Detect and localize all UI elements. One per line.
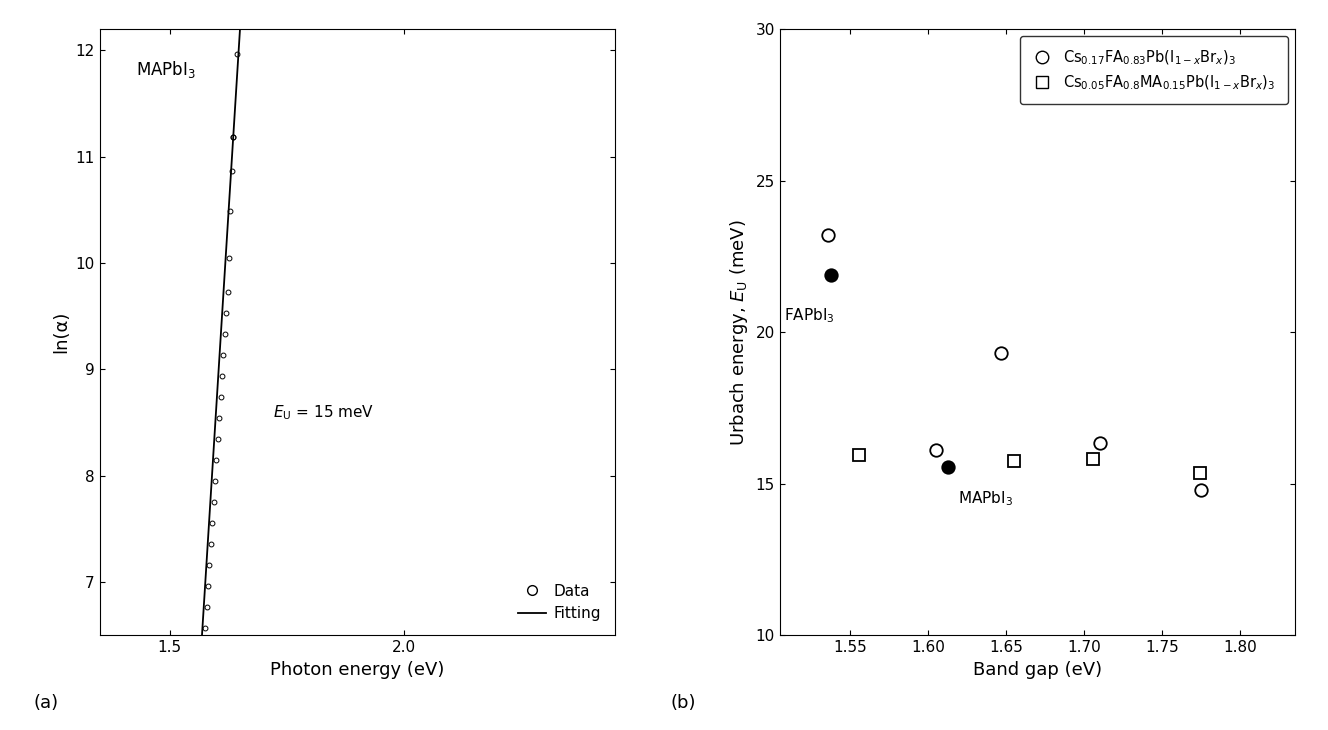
Y-axis label: ln(α): ln(α) bbox=[52, 311, 70, 353]
Y-axis label: Urbach energy, $E_\mathrm{U}$ (meV): Urbach energy, $E_\mathrm{U}$ (meV) bbox=[728, 219, 750, 445]
Text: (b): (b) bbox=[671, 694, 696, 712]
X-axis label: Band gap (eV): Band gap (eV) bbox=[972, 661, 1102, 678]
Text: MAPbI$_3$: MAPbI$_3$ bbox=[957, 489, 1012, 508]
Text: (a): (a) bbox=[33, 694, 58, 712]
Legend: Data, Fitting: Data, Fitting bbox=[513, 577, 607, 628]
Text: MAPbI$_3$: MAPbI$_3$ bbox=[135, 60, 195, 80]
Legend: Cs$_{0.17}$FA$_{0.83}$Pb(I$_{1-x}$Br$_x$)$_3$, Cs$_{0.05}$FA$_{0.8}$MA$_{0.15}$P: Cs$_{0.17}$FA$_{0.83}$Pb(I$_{1-x}$Br$_x$… bbox=[1020, 36, 1288, 104]
Text: $E_\mathrm{U}$ = 15 meV: $E_\mathrm{U}$ = 15 meV bbox=[272, 403, 374, 422]
X-axis label: Photon energy (eV): Photon energy (eV) bbox=[270, 661, 445, 678]
Text: FAPbI$_3$: FAPbI$_3$ bbox=[785, 306, 835, 325]
